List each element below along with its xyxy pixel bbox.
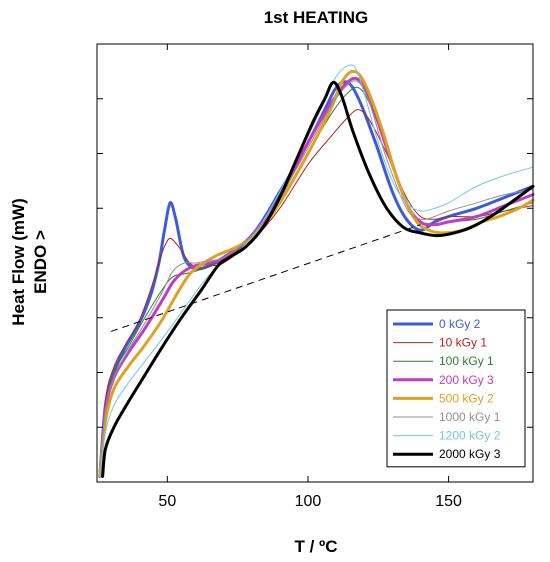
tick-layer: 50 100 150 xyxy=(97,44,533,510)
x-axis-label: T / ºC xyxy=(294,537,337,556)
y-axis-title: Heat Flow (mW) xyxy=(9,198,28,326)
x-tick-label-100: 100 xyxy=(295,493,322,510)
x-tick-label-50: 50 xyxy=(158,493,176,510)
legend-label-1000-kgy-1: 1000 kGy 1 xyxy=(439,410,501,424)
legend-label-1200-kgy-2: 1200 kGy 2 xyxy=(439,429,501,443)
legend-label-200-kgy-3: 200 kGy 3 xyxy=(439,373,494,387)
series-line-0-kgy-2 xyxy=(98,80,535,478)
legend-label-10-kgy-1: 10 kGy 1 xyxy=(439,336,487,350)
legend: 0 kGy 2 10 kGy 1 100 kGy 1 200 kGy 3 500 kGy… xyxy=(386,309,526,468)
y-axis-label-endo: ENDO > xyxy=(31,230,50,294)
plot-area: 50 100 150 xyxy=(96,43,535,510)
x-tick-label-150: 150 xyxy=(435,493,462,510)
series-line-2000-kgy-3 xyxy=(101,80,535,478)
y-axis-label: Heat Flow (mW) xyxy=(9,198,28,326)
y-axis-title-2: ENDO > xyxy=(31,230,50,294)
baseline-layer xyxy=(110,224,421,332)
dashed-baseline xyxy=(110,224,421,332)
legend-label-0-kgy-2: 0 kGy 2 xyxy=(439,317,481,331)
legend-box xyxy=(386,309,526,468)
legend-label-2000-kgy-3: 2000 kGy 3 xyxy=(439,447,501,461)
series-line-200-kgy-3 xyxy=(98,76,535,478)
legend-label-100-kgy-1: 100 kGy 1 xyxy=(439,354,494,368)
legend-label-500-kgy-2: 500 kGy 2 xyxy=(439,391,494,405)
series-layer xyxy=(98,64,535,478)
x-axis-title: T / ºC xyxy=(294,537,337,556)
series-line-1000-kgy-1 xyxy=(99,80,534,477)
chart-title: 1st HEATING xyxy=(264,8,369,27)
